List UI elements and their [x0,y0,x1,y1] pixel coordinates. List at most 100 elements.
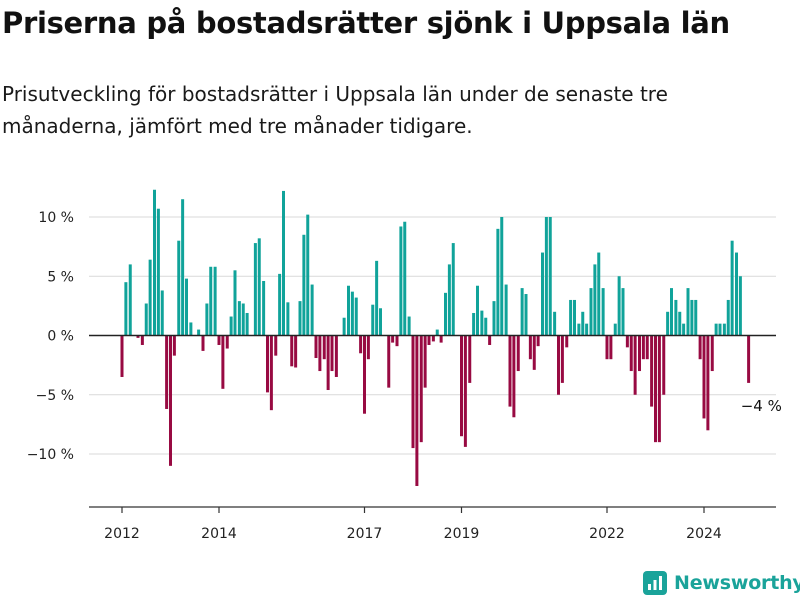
chart-subtitle: Prisutveckling för bostadsrätter i Uppsa… [2,82,668,138]
bar [189,322,193,336]
bar [185,278,188,336]
bar [581,311,585,336]
bar [747,335,751,383]
bar [181,199,185,336]
bar [577,323,581,336]
bar [253,243,257,336]
bar [427,335,431,345]
bar [569,299,573,336]
bar [217,335,221,345]
bar [694,299,698,336]
bar [169,335,172,466]
bar [257,238,261,336]
bar [269,335,273,411]
bar [621,288,625,336]
bar [423,335,427,388]
bar [371,304,375,336]
x-tick-label: 2024 [686,526,722,542]
last-value-annotation: −4 % [741,397,782,415]
bar [670,288,673,336]
bar [314,335,318,359]
bar [160,290,164,336]
bar [326,335,330,391]
bar [730,240,734,336]
bar [233,270,237,336]
bar [605,335,609,360]
bar [411,335,415,449]
bar [363,335,366,414]
bar [120,335,124,377]
bar [290,335,294,367]
bar [735,252,738,336]
bar [560,335,564,383]
bar [439,335,443,343]
bar [266,335,269,393]
bar [516,335,520,372]
bar [536,335,540,347]
bar [557,335,560,395]
bar [573,299,576,336]
bar [354,297,358,336]
bar [601,288,605,336]
bar [641,335,645,360]
bar [718,323,722,336]
bar [508,335,512,407]
bar [431,335,435,342]
bar [391,335,395,343]
y-tick-label: 10 % [38,210,74,226]
bar [468,335,472,383]
bar [690,299,694,336]
bar [294,335,298,368]
bar [359,335,363,354]
bar [375,260,379,336]
bar [245,312,249,336]
bar [678,311,682,336]
bar [209,266,213,336]
bar [419,335,423,443]
y-tick-label: −5 % [36,388,74,404]
bar [415,335,419,486]
y-axis-ticks: 10 % 5 % 0 % −5 % −10 % [27,210,74,463]
bar [237,301,241,336]
bar [201,335,205,351]
bar [128,264,132,336]
bar [520,288,524,336]
bar [593,264,597,336]
bar [674,299,678,336]
newsworthy-logo-icon [643,571,667,595]
bar [310,284,314,336]
bar [476,285,479,336]
bar [544,217,548,336]
bar [484,317,488,336]
bar [488,335,492,345]
bar [350,291,354,336]
bar [686,288,690,336]
bar [738,276,742,336]
bar [589,288,593,336]
bar [645,335,649,360]
bar [165,335,169,409]
bar [366,335,370,360]
bar [609,335,613,360]
x-tick-label: 2022 [589,526,625,542]
bar [504,284,508,336]
bar [654,335,657,443]
bar [613,323,617,336]
bar [496,228,500,336]
bar [532,335,536,370]
bar [148,259,152,336]
bar [197,329,201,336]
bar [213,266,217,336]
bar [460,335,463,437]
bar [629,335,633,372]
bar [144,303,148,336]
chart-title: Priserna på bostadsrätter sjönk i Uppsal… [2,6,730,40]
bar [565,335,569,348]
y-tick-label: 5 % [47,269,74,285]
bar [548,217,552,336]
bars [120,189,751,486]
bar [451,243,455,336]
bar [662,335,666,395]
bar [726,299,730,336]
